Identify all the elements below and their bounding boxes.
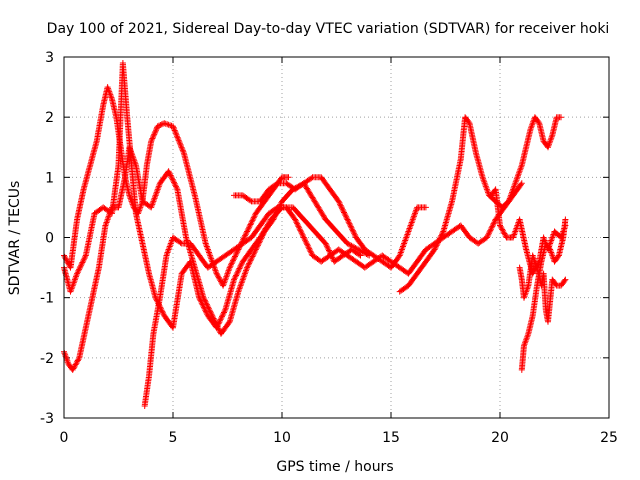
- series-track-9: [518, 216, 569, 373]
- x-tick-label: 0: [60, 430, 69, 446]
- y-tick-label: 2: [45, 110, 54, 126]
- y-tick-label: -3: [40, 411, 54, 427]
- series-track-7: [488, 186, 569, 277]
- marker-path: [488, 186, 569, 277]
- y-tick-label: 3: [45, 50, 54, 66]
- y-axis-label: SDTVAR / TECUs: [7, 181, 23, 296]
- series-track-8: [516, 252, 569, 325]
- series-track-5: [231, 174, 429, 271]
- marker-path: [231, 174, 429, 271]
- marker-path: [518, 216, 569, 373]
- grid: [64, 57, 609, 418]
- plot-frame: [63, 56, 610, 419]
- x-tick-label: 10: [273, 430, 291, 446]
- series-track-6: [396, 114, 564, 295]
- y-tick-label: -2: [40, 351, 54, 367]
- x-tick-labels: 0 5 10 15 20 25: [60, 430, 618, 446]
- y-tick-labels: 3 2 1 0 -1 -2 -3: [40, 50, 54, 427]
- x-tick-label: 25: [600, 430, 618, 446]
- data-marks: [61, 60, 569, 409]
- x-tick-label: 20: [491, 430, 509, 446]
- marker-path: [141, 180, 525, 409]
- x-axis-label: GPS time / hours: [276, 459, 393, 475]
- y-tick-label: 0: [45, 231, 54, 247]
- marker-path: [516, 252, 569, 325]
- marker-path: [396, 114, 564, 295]
- series-track-4: [141, 180, 525, 409]
- x-tick-label: 5: [169, 430, 178, 446]
- y-tick-label: -1: [40, 291, 54, 307]
- chart-title: Day 100 of 2021, Sidereal Day-to-day VTE…: [47, 21, 610, 37]
- x-tick-label: 15: [382, 430, 400, 446]
- y-tick-label: 1: [45, 170, 54, 186]
